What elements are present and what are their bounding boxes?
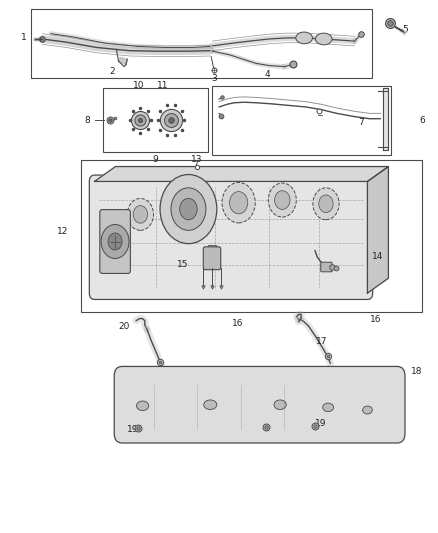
Text: 11: 11 <box>156 81 168 90</box>
Polygon shape <box>383 88 388 150</box>
Text: 6: 6 <box>420 116 426 125</box>
Ellipse shape <box>137 401 149 410</box>
Circle shape <box>275 191 290 209</box>
Text: 18: 18 <box>411 367 423 376</box>
Text: 15: 15 <box>177 261 188 269</box>
Text: 19: 19 <box>315 419 327 428</box>
Polygon shape <box>208 245 216 249</box>
Text: 5: 5 <box>403 26 408 35</box>
Circle shape <box>133 206 148 223</box>
Text: 2: 2 <box>109 67 115 76</box>
Text: 1: 1 <box>21 34 27 43</box>
Text: 19: 19 <box>127 425 138 434</box>
FancyBboxPatch shape <box>321 262 332 272</box>
Polygon shape <box>367 166 389 293</box>
Bar <box>103 88 208 152</box>
Text: 9: 9 <box>153 155 159 164</box>
Text: 3: 3 <box>212 74 218 83</box>
Bar <box>193 243 254 290</box>
Ellipse shape <box>363 406 372 414</box>
Text: 17: 17 <box>316 337 327 346</box>
Ellipse shape <box>323 403 334 411</box>
Circle shape <box>171 188 206 230</box>
Text: 4: 4 <box>264 70 270 79</box>
Text: 10: 10 <box>132 81 144 90</box>
Circle shape <box>268 183 296 217</box>
Text: 14: 14 <box>372 253 383 261</box>
Ellipse shape <box>274 400 286 409</box>
Bar <box>31 9 372 78</box>
Circle shape <box>127 198 153 230</box>
Text: 20: 20 <box>118 321 130 330</box>
FancyBboxPatch shape <box>203 247 221 270</box>
Bar <box>212 86 392 155</box>
Text: 13: 13 <box>191 156 203 165</box>
Circle shape <box>101 224 129 259</box>
Circle shape <box>222 182 255 223</box>
Text: 7: 7 <box>359 118 364 127</box>
Ellipse shape <box>296 32 312 44</box>
Ellipse shape <box>315 33 332 45</box>
Circle shape <box>108 233 122 250</box>
Text: 12: 12 <box>57 228 68 237</box>
Circle shape <box>319 195 333 213</box>
FancyBboxPatch shape <box>100 209 131 273</box>
Polygon shape <box>119 58 127 64</box>
Text: 16: 16 <box>232 319 244 328</box>
FancyBboxPatch shape <box>89 175 373 300</box>
FancyBboxPatch shape <box>114 367 405 443</box>
Circle shape <box>313 188 339 220</box>
Circle shape <box>180 198 197 220</box>
Circle shape <box>230 191 248 214</box>
Text: 16: 16 <box>370 315 381 324</box>
Polygon shape <box>95 166 389 181</box>
Text: 8: 8 <box>85 116 90 125</box>
Bar <box>81 160 422 312</box>
Circle shape <box>160 174 217 244</box>
Ellipse shape <box>204 400 217 409</box>
